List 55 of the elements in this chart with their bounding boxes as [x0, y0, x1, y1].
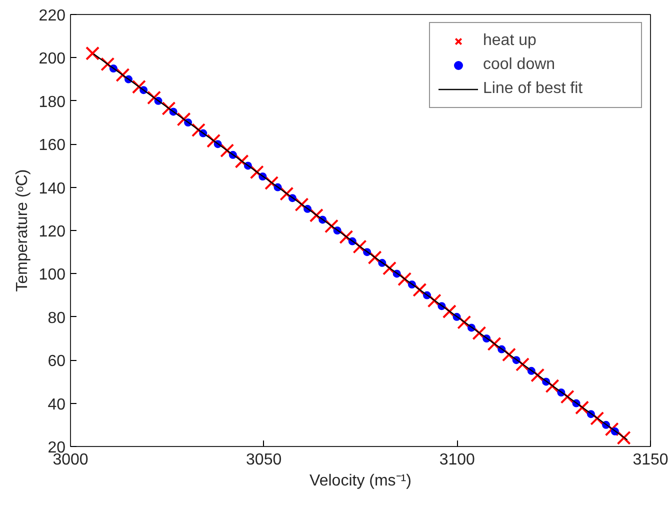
point [280, 186, 294, 201]
point [472, 326, 486, 340]
point [590, 411, 604, 426]
point [575, 400, 590, 415]
legend-label: Line of best fit [483, 80, 584, 98]
y-tick-label: 160 [38, 137, 66, 154]
x-axis-title: Velocity (ms⁻¹) [310, 472, 412, 490]
point [176, 112, 191, 126]
point [132, 80, 146, 94]
y-tick-label: 140 [38, 180, 66, 198]
point [264, 176, 279, 190]
point [604, 422, 619, 436]
y-tick-label: 220 [38, 8, 66, 24]
x-tick-label: 3100 [439, 452, 476, 468]
point [382, 261, 397, 276]
point [86, 46, 100, 60]
y-tick-label: 100 [38, 266, 66, 284]
point [191, 123, 206, 138]
point [487, 336, 502, 351]
y-tick-label: 60 [48, 353, 66, 370]
point [352, 240, 367, 254]
x-tick-label: 3050 [246, 452, 282, 468]
point [234, 154, 249, 168]
y-tick-label: 40 [48, 396, 66, 414]
point [206, 134, 221, 148]
point [294, 198, 309, 212]
y-axis-title: Temperature (ᵒC) [14, 169, 31, 292]
point [147, 90, 162, 105]
point [457, 315, 472, 330]
point [162, 101, 176, 116]
point [427, 294, 442, 308]
y-tick-label: 200 [38, 50, 66, 68]
point [616, 430, 631, 445]
point [324, 219, 339, 234]
point [116, 68, 130, 82]
point [220, 144, 234, 158]
point [412, 282, 427, 297]
y-tick-label: 80 [48, 310, 66, 327]
point [339, 230, 354, 244]
y-tick-label: 120 [38, 224, 66, 240]
x-tick-label: 3150 [632, 452, 668, 468]
legend-label: heat up [483, 32, 538, 50]
point [250, 165, 264, 180]
y-tick-label: 180 [38, 94, 66, 111]
point [560, 390, 574, 404]
point [516, 357, 530, 372]
point [309, 208, 324, 222]
point [100, 57, 115, 72]
legend-label: cool down [483, 56, 556, 74]
point [442, 304, 456, 319]
point [368, 250, 382, 265]
point [502, 348, 516, 362]
point [545, 379, 560, 394]
point [530, 368, 545, 382]
point [398, 272, 412, 286]
